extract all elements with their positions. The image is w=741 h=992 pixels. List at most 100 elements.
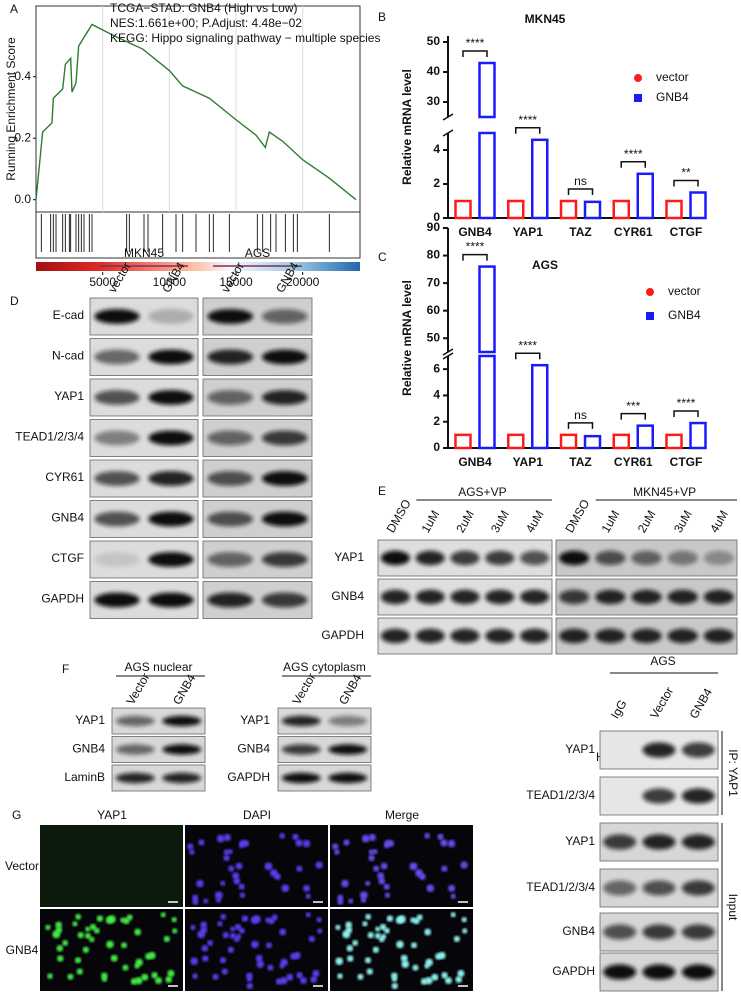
cell <box>130 978 138 985</box>
band <box>94 511 140 527</box>
cell <box>383 883 390 890</box>
row-label: YAP1 <box>565 834 595 848</box>
y-tick-label: 30 <box>427 94 441 108</box>
band <box>162 744 202 755</box>
row-label: GNB4 <box>6 943 39 957</box>
band <box>631 628 662 644</box>
group-label: MKN45 <box>124 246 164 260</box>
band <box>450 550 480 566</box>
band <box>485 628 515 644</box>
significance-label: **** <box>466 240 485 254</box>
x-tick-label: 15000 <box>219 275 253 289</box>
y-tick-label: 2 <box>433 176 440 190</box>
legend-marker <box>634 94 642 102</box>
row-label: GNB4 <box>562 924 595 938</box>
y-tick-label: 40 <box>427 64 441 78</box>
panel-label: F <box>62 662 69 676</box>
cell <box>55 921 63 929</box>
row-label: Vector <box>5 859 39 873</box>
legend-marker <box>646 288 654 296</box>
band <box>631 550 662 566</box>
cell <box>335 924 341 931</box>
band <box>207 552 254 567</box>
band <box>261 430 308 446</box>
band <box>148 471 194 486</box>
x-tick-label: TAZ <box>569 455 591 469</box>
band <box>148 430 194 446</box>
cell <box>335 957 344 966</box>
significance-label: ** <box>681 166 691 180</box>
cell <box>312 969 320 978</box>
band <box>261 349 308 365</box>
cell <box>214 891 223 900</box>
legend-label: vector <box>668 284 701 298</box>
cell <box>235 862 243 870</box>
band <box>115 744 155 755</box>
cell <box>82 946 90 953</box>
cell <box>424 928 432 936</box>
bar <box>636 172 654 220</box>
band <box>603 924 637 940</box>
cell <box>62 940 69 946</box>
y-tick-label: 70 <box>427 275 441 289</box>
cell <box>281 884 290 893</box>
lane-label: IgG <box>608 697 630 721</box>
y-axis-label: Relative mRNA level <box>400 280 414 396</box>
y-axis-label: Running Enrichment Score <box>4 37 18 181</box>
row-label: YAP1 <box>54 389 84 403</box>
cell <box>365 880 371 886</box>
micrograph <box>185 825 328 907</box>
axis-break <box>442 348 454 356</box>
band <box>415 550 445 566</box>
bar <box>478 131 496 220</box>
band <box>595 589 626 605</box>
row-label: TEAD1/2/3/4 <box>526 880 595 894</box>
cell <box>216 834 225 843</box>
cell <box>437 833 444 841</box>
band <box>558 550 590 566</box>
cell <box>238 842 245 849</box>
cell <box>256 960 265 969</box>
band <box>94 309 140 324</box>
row-label: TEAD1/2/3/4 <box>15 430 84 444</box>
cell <box>292 833 299 841</box>
band <box>281 772 321 784</box>
cell <box>352 940 359 946</box>
x-tick-label: 10000 <box>153 275 187 289</box>
group-label: AGS <box>650 654 675 668</box>
micrograph <box>330 825 473 907</box>
row-label: YAP1 <box>240 713 270 727</box>
cell <box>441 865 448 872</box>
cell <box>56 945 64 952</box>
y-tick-label: 60 <box>427 303 441 317</box>
significance-bracket <box>673 179 699 187</box>
cell <box>273 873 281 881</box>
cell <box>450 912 456 918</box>
cell <box>373 865 380 872</box>
cell <box>229 932 236 939</box>
cell <box>334 849 340 855</box>
cell <box>315 861 323 869</box>
band <box>207 511 254 527</box>
x-tick-label: 5000 <box>89 275 116 289</box>
x-tick-label: YAP1 <box>513 225 544 239</box>
cell <box>410 917 416 923</box>
cell <box>347 955 354 962</box>
bar <box>612 433 630 450</box>
plot-frame <box>35 5 361 259</box>
band <box>207 430 254 446</box>
band <box>148 552 194 567</box>
cell <box>187 843 194 850</box>
y-axis-label: Relative mRNA level <box>400 69 414 185</box>
cell <box>96 915 104 922</box>
cell <box>448 884 456 892</box>
cell <box>375 926 381 932</box>
cell <box>189 849 195 855</box>
cell <box>196 879 204 888</box>
cell <box>362 921 368 927</box>
band <box>328 744 368 755</box>
cell <box>316 916 322 923</box>
band <box>94 349 140 365</box>
cell <box>397 915 406 924</box>
cell <box>359 891 368 900</box>
